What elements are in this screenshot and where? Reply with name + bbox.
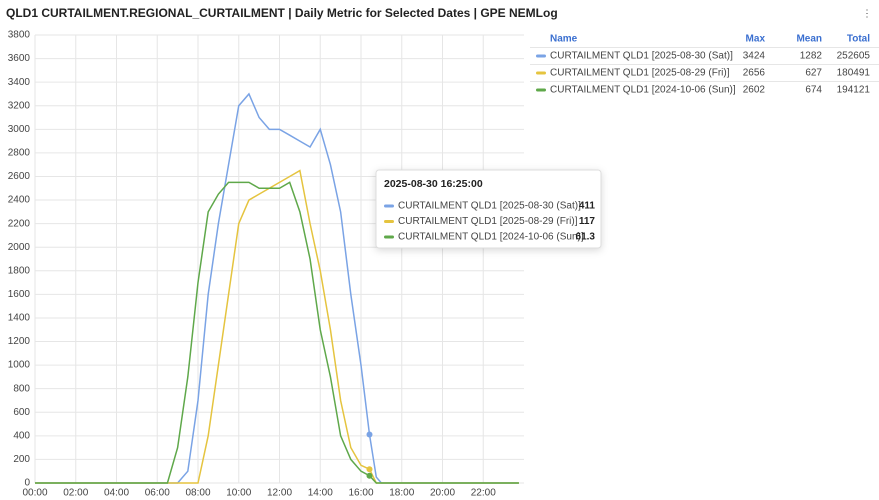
y-tick-label: 2400: [8, 195, 31, 206]
legend-swatch: [536, 54, 546, 58]
legend-name[interactable]: CURTAILMENT QLD1 [2024-10-06 (Sun)]: [550, 85, 736, 96]
x-tick-label: 12:00: [267, 488, 292, 499]
tooltip-name: CURTAILMENT QLD1 [2025-08-30 (Sat)]: [398, 201, 581, 212]
x-tick-label: 06:00: [145, 488, 170, 499]
tooltip-name: CURTAILMENT QLD1 [2025-08-29 (Fri)]: [398, 216, 578, 227]
legend-total: 252605: [837, 51, 871, 62]
y-tick-label: 3600: [8, 53, 31, 64]
x-tick-label: 14:00: [308, 488, 333, 499]
hover-point: [366, 466, 373, 473]
legend-total: 180491: [837, 68, 871, 79]
y-tick-label: 3800: [8, 30, 31, 41]
x-tick-label: 04:00: [104, 488, 129, 499]
legend-name[interactable]: CURTAILMENT QLD1 [2025-08-30 (Sat)]: [550, 51, 733, 62]
y-tick-label: 0: [24, 478, 30, 489]
x-tick-label: 08:00: [185, 488, 210, 499]
x-tick-label: 00:00: [22, 488, 47, 499]
series-line: [35, 92, 519, 484]
tooltip-swatch: [384, 204, 394, 208]
series-line: [35, 169, 519, 484]
y-tick-label: 3200: [8, 100, 31, 111]
y-tick-label: 3400: [8, 77, 31, 88]
x-tick-label: 02:00: [63, 488, 88, 499]
y-tick-label: 3000: [8, 124, 31, 135]
y-tick-label: 1800: [8, 265, 31, 276]
tooltip-swatch: [384, 220, 394, 223]
tooltip-swatch: [384, 235, 394, 239]
y-tick-label: 200: [13, 454, 30, 465]
legend-header: Total: [847, 34, 870, 45]
legend-header: Name: [550, 34, 578, 45]
y-tick-label: 800: [13, 383, 30, 394]
legend-swatch: [536, 88, 546, 92]
legend-max: 2602: [743, 85, 766, 96]
tooltip-name: CURTAILMENT QLD1 [2024-10-06 (Sun)]: [398, 232, 584, 243]
x-tick-label: 22:00: [471, 488, 496, 499]
y-tick-label: 1600: [8, 289, 31, 300]
legend-total: 194121: [837, 85, 871, 96]
y-tick-label: 600: [13, 407, 30, 418]
hover-point: [366, 431, 373, 438]
legend-header: Max: [746, 34, 766, 45]
tooltip-value: 61.3: [576, 232, 596, 243]
legend-name[interactable]: CURTAILMENT QLD1 [2025-08-29 (Fri)]: [550, 68, 730, 79]
legend-mean: 1282: [800, 51, 823, 62]
tooltip-box: [375, 169, 602, 249]
tooltip-value: 117: [579, 216, 596, 227]
series-line: [35, 181, 519, 484]
y-tick-label: 2200: [8, 218, 31, 229]
y-tick-label: 2600: [8, 171, 31, 182]
panel-title: QLD1 CURTAILMENT.REGIONAL_CURTAILMENT | …: [6, 6, 558, 20]
x-tick-label: 20:00: [430, 488, 455, 499]
legend-max: 3424: [743, 51, 766, 62]
tooltip-time: 2025-08-30 16:25:00: [384, 178, 483, 190]
y-tick-label: 1400: [8, 313, 31, 324]
legend-swatch: [536, 71, 546, 75]
x-tick-label: 18:00: [389, 488, 414, 499]
legend-mean: 674: [805, 85, 822, 96]
x-tick-label: 10:00: [226, 488, 251, 499]
y-tick-label: 2800: [8, 148, 31, 159]
y-tick-label: 2000: [8, 242, 31, 253]
hover-point: [366, 472, 373, 479]
y-tick-label: 1000: [8, 360, 31, 371]
legend-max: 2656: [743, 68, 766, 79]
legend-mean: 627: [805, 68, 822, 79]
y-tick-label: 1200: [8, 336, 31, 347]
y-tick-label: 400: [13, 430, 30, 441]
legend-header: Mean: [796, 34, 822, 45]
x-tick-label: 16:00: [348, 488, 373, 499]
tooltip-value: 411: [579, 201, 596, 212]
panel-menu[interactable]: ⋮: [862, 9, 872, 20]
